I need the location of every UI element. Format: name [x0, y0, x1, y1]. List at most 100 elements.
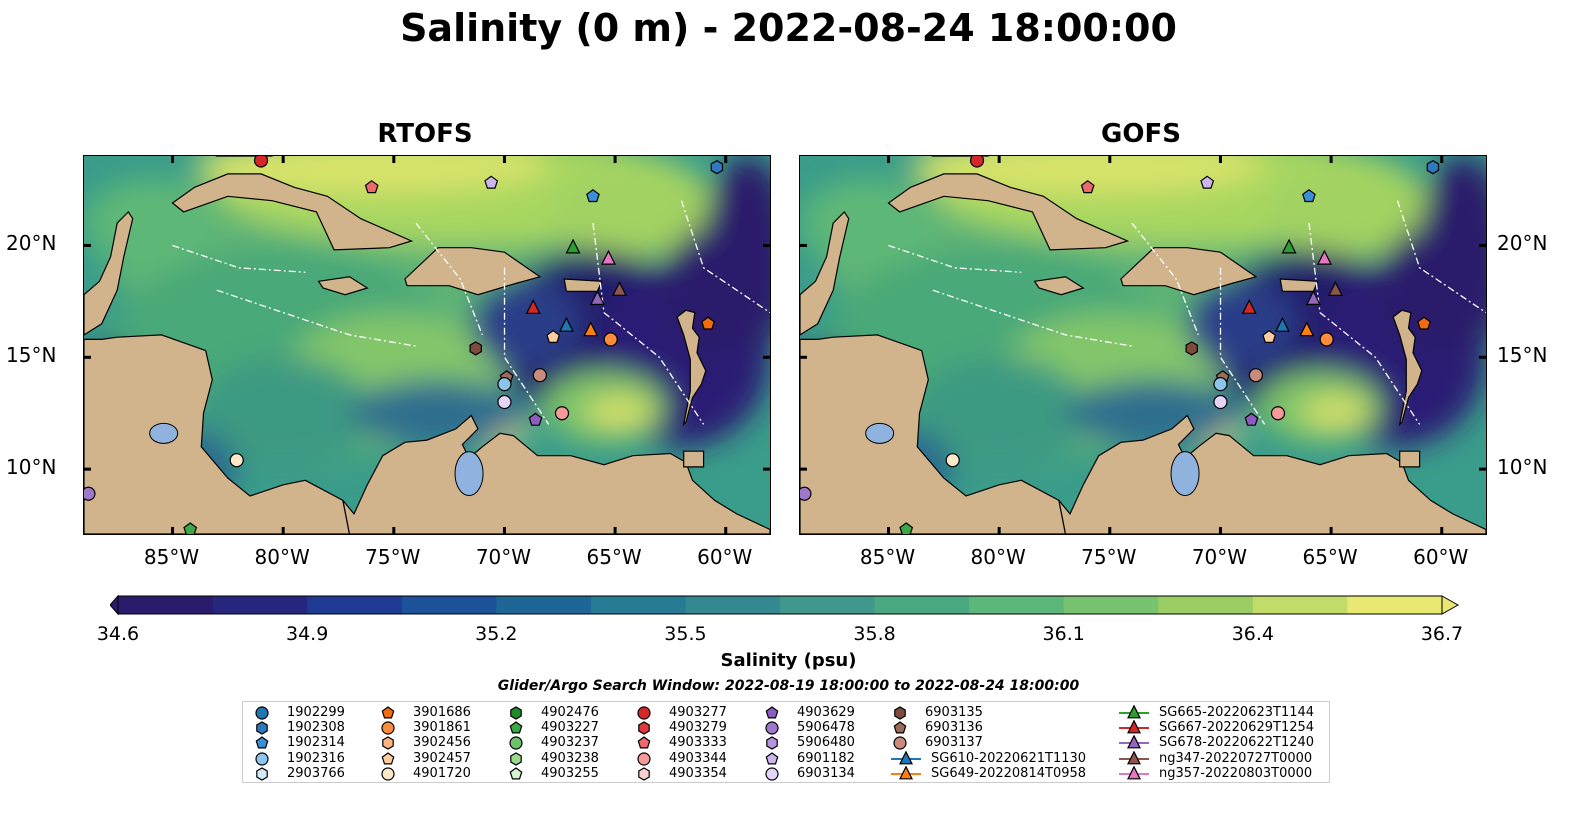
legend-label: 1902316 — [287, 750, 345, 766]
obs-marker-SG610-20220621T1130 — [1274, 316, 1290, 332]
colorbar-tick-label: 35.8 — [853, 623, 896, 645]
legend-label: 4902476 — [541, 705, 599, 720]
legend-marker-hexagon-icon — [510, 706, 522, 720]
obs-marker-6903134 — [497, 394, 512, 410]
legend-symbol — [381, 751, 395, 765]
legend-marker-pentagon-icon — [381, 706, 395, 719]
legend-symbol — [381, 706, 395, 719]
colorbar-segment — [969, 596, 1065, 614]
legend-marker-circle-icon — [637, 706, 651, 720]
legend-marker-circle-icon — [765, 767, 779, 781]
legend-label: SG649-20220814T0958 — [931, 765, 1087, 781]
legend-symbol — [1127, 750, 1141, 764]
legend-marker-hexagon-icon — [510, 751, 522, 766]
legend-label: 3902456 — [413, 735, 471, 751]
salinity-patch — [1302, 395, 1369, 432]
salinity-patch — [703, 156, 770, 335]
legend-marker-pentagon-icon — [637, 736, 651, 749]
obs-marker-1902308 — [1426, 160, 1440, 175]
lat-tick-label: 15°N — [1497, 343, 1548, 368]
obs-marker-4903277 — [969, 156, 985, 168]
land-southamerica — [342, 414, 770, 534]
legend-symbol — [766, 736, 778, 751]
legend-label: SG667-20220629T1254 — [1159, 720, 1315, 736]
legend-symbol — [381, 721, 395, 735]
boundary-line — [1396, 200, 1486, 314]
obs-marker-SG665-20220623T1144 — [565, 238, 581, 254]
obs-marker-SG649-20220814T0958 — [1299, 321, 1315, 337]
obs-marker-6903137 — [1248, 368, 1263, 383]
obs-marker-3902457 — [546, 329, 561, 343]
obs-marker-4903629 — [1244, 412, 1259, 426]
legend-marker-triangle-icon — [1119, 750, 1149, 764]
legend-symbol — [893, 736, 907, 750]
land-trinidad — [1399, 450, 1421, 468]
legend: 1902299 1902308 1902314 1902316 2903766 39016… — [242, 701, 1330, 783]
legend-symbol — [894, 706, 906, 720]
salinity-patch — [471, 279, 582, 369]
colorbar-segment — [1347, 596, 1443, 614]
colorbar-tick-label: 34.6 — [96, 623, 140, 645]
lon-tick-label: 75°W — [1081, 545, 1137, 569]
lat-tick-label: 10°N — [6, 455, 57, 480]
legend-symbol — [509, 721, 523, 734]
lon-tick-label: 85°W — [143, 545, 200, 569]
legend-symbol — [255, 736, 269, 749]
salinity-map-gofs — [800, 156, 1486, 534]
lake-maracaibo — [1170, 451, 1200, 497]
boundary-line — [932, 289, 1133, 347]
legend-symbol — [638, 767, 650, 781]
land-puertorico — [563, 278, 603, 292]
colorbar-tick-label: 35.5 — [664, 623, 707, 645]
land-cuba — [887, 173, 1130, 251]
obs-marker-3901686 — [701, 316, 715, 330]
legend-symbol — [509, 736, 523, 750]
legend-label: 4903238 — [541, 750, 599, 766]
colorbar-max-extension — [1441, 595, 1460, 615]
legend-marker-circle-icon — [381, 721, 395, 735]
lon-tick-label: 80°W — [254, 545, 310, 569]
legend-label: 4903277 — [669, 705, 727, 720]
colorbar — [110, 594, 1460, 616]
colorbar-segment — [1063, 596, 1159, 614]
legend-marker-pentagon-icon — [509, 721, 523, 734]
panel-title-rtofs: RTOFS — [377, 119, 473, 149]
obs-marker-3901861 — [603, 332, 618, 347]
colorbar-border — [117, 595, 1443, 615]
legend-label: ng347-20220727T0000 — [1159, 750, 1313, 766]
land-cuba — [171, 173, 414, 251]
legend-marker-pentagon-icon — [765, 751, 779, 765]
boundary-line — [888, 244, 1022, 273]
land-hispaniola — [404, 247, 542, 296]
lon-tick-label: 65°W — [1302, 545, 1358, 569]
legend-label: 2903766 — [287, 765, 345, 781]
legend-label: 3901861 — [413, 720, 471, 736]
salinity-patch — [1187, 279, 1298, 369]
land-yucatan — [84, 210, 134, 336]
boundary-line — [680, 200, 770, 314]
legend-marker-pentagon-icon — [509, 767, 523, 780]
salinity-patch — [349, 379, 527, 447]
obs-marker-SG678-20220622T1240 — [1305, 290, 1321, 305]
boundary-line — [592, 223, 705, 425]
obs-marker-6901182 — [484, 175, 499, 189]
land-puertorico — [1279, 278, 1319, 292]
legend-marker-triangle-icon — [1119, 720, 1149, 734]
obs-marker-3902457 — [1262, 329, 1277, 343]
obs-marker-SG667-20220629T1254 — [1241, 298, 1257, 314]
colorbar-tick-label: 36.1 — [1042, 623, 1085, 645]
legend-symbol — [381, 767, 395, 781]
legend-marker-hexagon-icon — [638, 767, 650, 781]
legend-marker-hexagon-icon — [256, 767, 268, 781]
obs-marker-4903344 — [554, 406, 570, 421]
legend-symbol — [1127, 705, 1141, 719]
legend-symbol — [1127, 765, 1141, 780]
lon-tick-label: 60°W — [1413, 545, 1469, 569]
colorbar-segment — [496, 596, 592, 614]
obs-marker-SG649-20220814T0958 — [583, 321, 599, 337]
obs-marker-1902314 — [586, 189, 600, 203]
obs-marker-SG665-20220623T1144 — [1281, 238, 1297, 254]
legend-symbol — [765, 721, 779, 735]
land-hispaniola — [1120, 247, 1258, 296]
legend-marker-circle-icon — [255, 751, 269, 766]
